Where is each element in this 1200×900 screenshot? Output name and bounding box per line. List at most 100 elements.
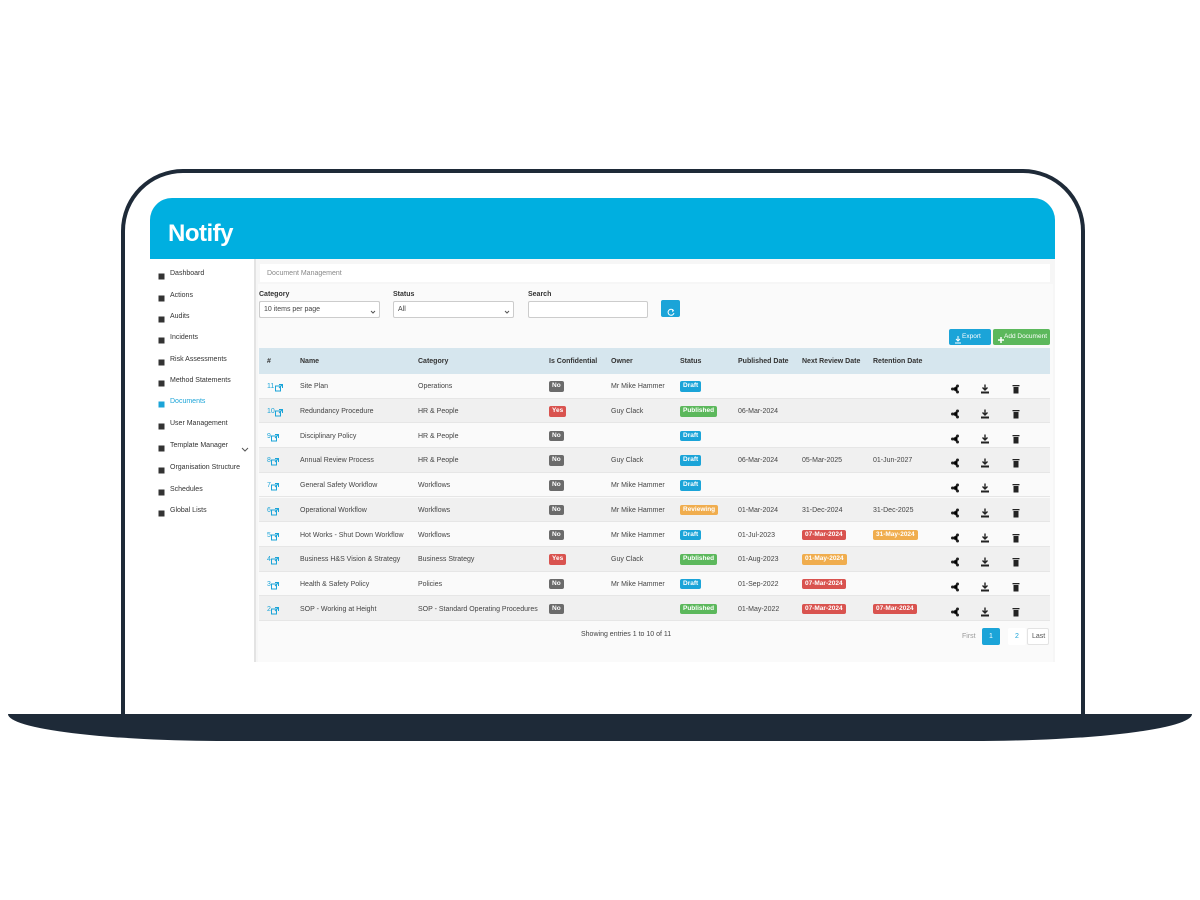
document-link[interactable]: 5 xyxy=(267,531,271,539)
sidebar-item[interactable]: User Management xyxy=(170,420,228,427)
share-icon[interactable] xyxy=(950,480,960,493)
link-icon[interactable] xyxy=(270,529,280,541)
status-select-value: All xyxy=(398,306,406,313)
sidebar-item[interactable]: Schedules xyxy=(170,486,203,493)
download-icon[interactable] xyxy=(980,554,990,567)
cell-text: SOP - Working at Height xyxy=(300,605,377,613)
pagination-page[interactable] xyxy=(1008,628,1026,645)
sidebar-icon-glyph xyxy=(158,510,165,517)
table-row xyxy=(259,522,1050,547)
confidential-badge: No xyxy=(549,529,564,541)
link-icon[interactable] xyxy=(270,553,280,565)
share-icon[interactable] xyxy=(950,431,960,444)
link-icon[interactable] xyxy=(270,504,280,516)
sidebar-icon xyxy=(157,463,167,474)
sidebar-item[interactable]: Actions xyxy=(170,292,193,299)
link-icon-glyph xyxy=(271,606,279,615)
delete-icon-glyph xyxy=(1012,607,1020,617)
share-icon[interactable] xyxy=(950,505,960,518)
document-link[interactable]: 10 xyxy=(267,408,275,416)
sidebar-item[interactable]: Template Manager xyxy=(170,442,228,449)
download-icon[interactable] xyxy=(980,505,990,518)
confidential-badge: No xyxy=(549,381,564,392)
pagination-page-label: 1 xyxy=(989,633,993,640)
cell-text: General Safety Workflow xyxy=(300,482,378,490)
download-icon[interactable] xyxy=(980,480,990,493)
cell-text: 05-Mar-2025 xyxy=(802,457,843,465)
download-icon[interactable] xyxy=(980,381,990,394)
sidebar-item[interactable]: Incidents xyxy=(170,334,199,341)
share-icon-glyph xyxy=(951,607,959,617)
document-link[interactable]: 6 xyxy=(267,506,271,514)
pagination-page-label: 2 xyxy=(1015,633,1019,640)
sidebar-item[interactable]: Dashboard xyxy=(170,270,205,277)
export-button[interactable] xyxy=(949,329,991,345)
document-link[interactable]: 9 xyxy=(267,432,271,440)
document-link[interactable]: 8 xyxy=(267,457,271,465)
share-icon[interactable] xyxy=(950,554,960,567)
link-icon[interactable] xyxy=(274,405,284,417)
sidebar-icon xyxy=(157,397,167,408)
sidebar-item[interactable]: Global Lists xyxy=(170,507,207,514)
link-icon[interactable] xyxy=(270,603,280,615)
delete-icon[interactable] xyxy=(1011,530,1021,543)
document-link[interactable]: 3 xyxy=(267,580,271,588)
download-icon[interactable] xyxy=(980,530,990,543)
document-link[interactable]: 11 xyxy=(267,383,275,391)
link-icon[interactable] xyxy=(270,430,280,442)
share-icon[interactable] xyxy=(950,604,960,617)
link-icon[interactable] xyxy=(270,578,280,590)
delete-icon[interactable] xyxy=(1011,381,1021,394)
delete-icon[interactable] xyxy=(1011,431,1021,444)
status-select[interactable] xyxy=(393,301,514,318)
column-header: Category xyxy=(418,358,449,365)
link-icon[interactable] xyxy=(274,380,284,392)
delete-icon[interactable] xyxy=(1011,455,1021,468)
share-icon[interactable] xyxy=(950,381,960,394)
search-input[interactable] xyxy=(528,301,648,318)
sidebar-item[interactable]: Method Statements xyxy=(170,377,231,384)
share-icon[interactable] xyxy=(950,406,960,419)
share-icon[interactable] xyxy=(950,455,960,468)
sidebar-icon xyxy=(157,419,167,430)
cell-text: HR & People xyxy=(418,408,459,416)
sidebar-item[interactable]: Organisation Structure xyxy=(170,464,241,471)
share-icon[interactable] xyxy=(950,530,960,543)
add-button[interactable] xyxy=(993,329,1050,345)
delete-icon[interactable] xyxy=(1011,554,1021,567)
download-icon[interactable] xyxy=(980,579,990,592)
link-icon[interactable] xyxy=(270,479,280,491)
document-link[interactable]: 2 xyxy=(267,605,271,613)
delete-icon-glyph xyxy=(1012,508,1020,518)
share-icon[interactable] xyxy=(950,579,960,592)
download-icon[interactable] xyxy=(980,406,990,419)
document-link[interactable]: 4 xyxy=(267,556,271,564)
link-icon-glyph xyxy=(275,384,283,392)
link-icon[interactable] xyxy=(270,454,280,466)
pagination-page[interactable] xyxy=(982,628,1000,645)
page-size-select[interactable] xyxy=(259,301,380,318)
download-icon[interactable] xyxy=(980,455,990,468)
document-link[interactable]: 7 xyxy=(267,482,271,490)
pagination-first[interactable]: First xyxy=(962,633,976,640)
pagination-last-button[interactable] xyxy=(1027,628,1049,645)
refresh-button[interactable] xyxy=(661,300,680,317)
cell-text: Business H&S Vision & Strategy xyxy=(300,556,401,564)
sidebar-item[interactable]: Risk Assessments xyxy=(170,356,227,363)
delete-icon[interactable] xyxy=(1011,480,1021,493)
sidebar-icon xyxy=(157,355,167,366)
status-badge: Draft xyxy=(680,381,702,392)
download-icon[interactable] xyxy=(980,604,990,617)
delete-icon[interactable] xyxy=(1011,604,1021,617)
delete-icon[interactable] xyxy=(1011,406,1021,419)
delete-icon[interactable] xyxy=(1011,579,1021,592)
sidebar-item[interactable]: Documents xyxy=(170,398,206,405)
table-row xyxy=(259,374,1050,399)
column-header: # xyxy=(267,358,271,365)
delete-icon[interactable] xyxy=(1011,505,1021,518)
cell-text: 01-Aug-2023 xyxy=(738,556,779,564)
sidebar-item[interactable]: Audits xyxy=(170,313,190,320)
delete-icon-glyph xyxy=(1012,434,1020,444)
status-badge: Draft xyxy=(680,430,702,442)
download-icon[interactable] xyxy=(980,431,990,444)
